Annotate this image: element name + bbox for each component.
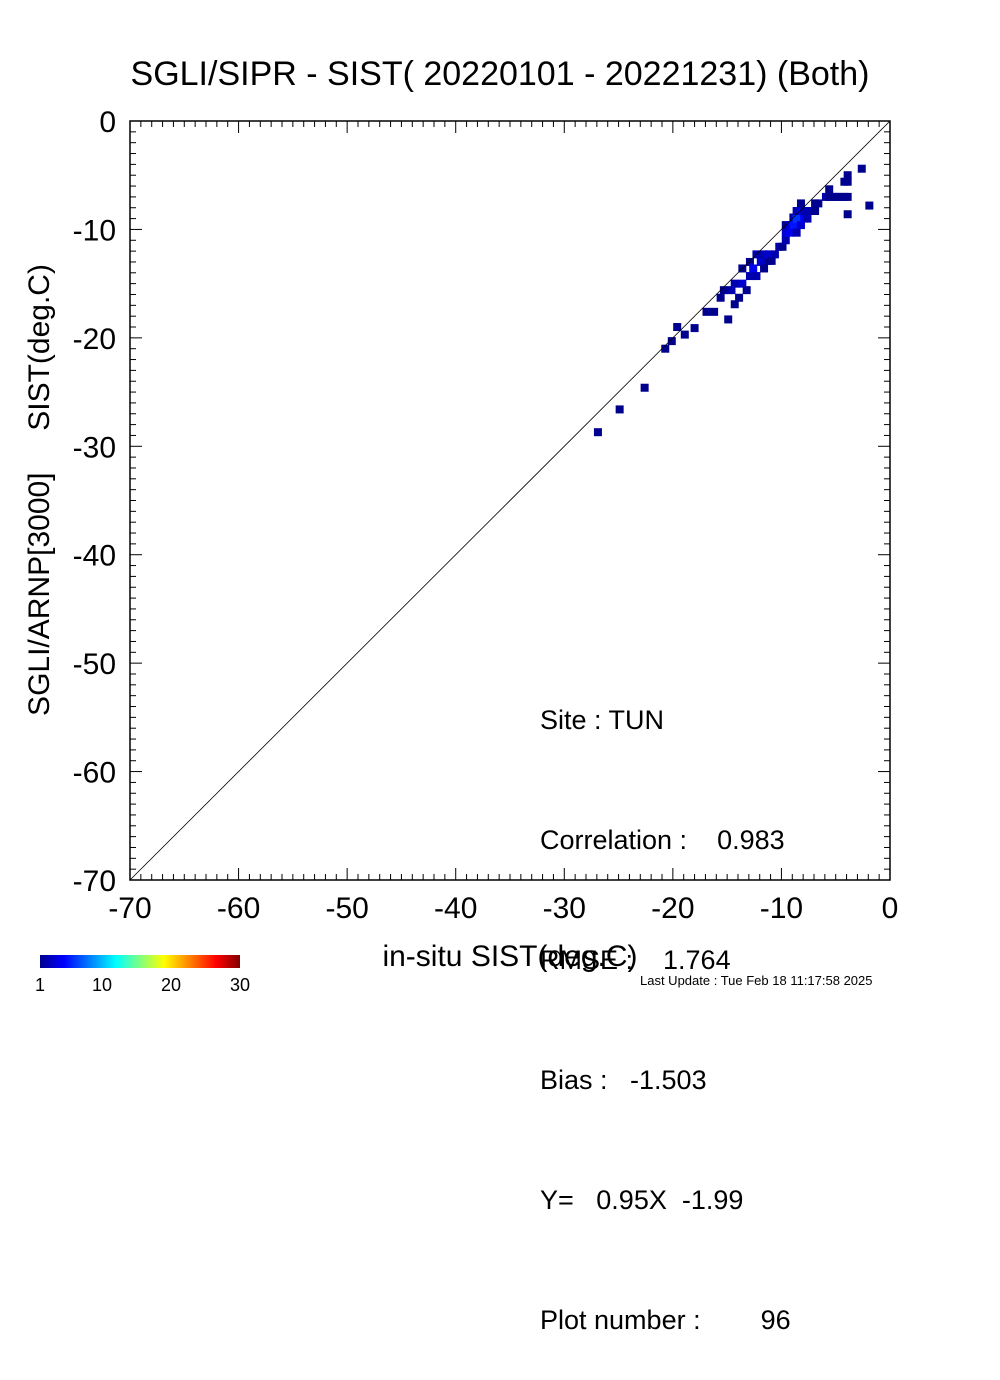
y-tick-label: -30 <box>73 431 116 464</box>
x-tick-label: -50 <box>325 892 368 925</box>
data-point <box>680 330 689 339</box>
data-point <box>730 300 739 309</box>
data-point <box>843 171 852 180</box>
data-point <box>843 177 852 186</box>
data-point <box>730 279 739 288</box>
y-tick-label: -60 <box>73 757 116 790</box>
stat-correlation: Correlation : 0.983 <box>540 825 785 855</box>
data-point <box>825 185 834 194</box>
x-axis-label: in-situ SIST(deg.C) <box>382 940 638 973</box>
data-point <box>752 272 761 281</box>
data-point <box>796 221 805 230</box>
data-point <box>719 286 728 295</box>
stat-bias: Bias : -1.503 <box>540 1065 707 1095</box>
x-tick-label: -40 <box>434 892 477 925</box>
stats-panel: Site : TUN Correlation : 0.983 RMSE : 1.… <box>540 620 791 1380</box>
data-point <box>760 264 769 273</box>
colorbar-tick-label: 1 <box>34 975 46 995</box>
data-point <box>843 210 852 219</box>
data-point <box>667 337 676 346</box>
stat-site: Site : TUN <box>540 705 665 735</box>
last-update-text: Last Update : Tue Feb 18 11:17:58 2025 <box>640 973 873 988</box>
x-tick-label: -60 <box>217 892 260 925</box>
y-tick-label: -50 <box>73 648 116 681</box>
stat-fit: Y= 0.95X -1.99 <box>540 1185 744 1215</box>
data-point <box>738 279 747 288</box>
data-point <box>803 214 812 223</box>
stat-plot-number: Plot number : 96 <box>540 1305 791 1335</box>
data-point <box>778 242 787 251</box>
data-point <box>724 315 733 324</box>
data-point <box>796 199 805 208</box>
data-point <box>792 228 801 237</box>
data-point <box>716 293 725 302</box>
stat-rmse: RMSE : 1.764 <box>540 945 731 975</box>
data-point <box>781 228 790 237</box>
y-axis-label-line2: SIST(deg.C) <box>23 264 56 431</box>
data-point <box>756 257 765 266</box>
data-point <box>702 307 711 316</box>
colorbar <box>40 955 240 968</box>
data-point <box>865 201 874 210</box>
data-point <box>786 228 795 237</box>
y-tick-label: -20 <box>73 323 116 356</box>
data-point <box>760 250 769 259</box>
data-point <box>857 164 866 173</box>
colorbar-tick-label: 10 <box>91 975 113 995</box>
one-to-one-line <box>129 120 891 881</box>
scatter-plot: -70 -60 -50 -40 -30 -20 -10 0 0 -10 -20 -30 -40 -50 -6… <box>73 106 899 925</box>
y-tick-label: -40 <box>73 540 116 573</box>
data-point <box>764 250 773 259</box>
y-tick-label: -10 <box>73 214 116 247</box>
data-point <box>792 214 801 223</box>
data-point <box>789 221 798 230</box>
data-point <box>745 272 754 281</box>
data-point <box>615 405 624 414</box>
x-tick-label: -20 <box>651 892 694 925</box>
data-point <box>767 256 776 265</box>
data-point <box>825 192 834 201</box>
data-point <box>593 428 602 437</box>
data-point <box>770 250 779 259</box>
data-point <box>745 257 754 266</box>
y-tick-label: -70 <box>73 865 116 898</box>
x-tick-label: -70 <box>108 892 151 925</box>
x-tick-label: 0 <box>882 892 899 925</box>
data-point <box>735 293 744 302</box>
data-point <box>792 206 801 215</box>
data-point <box>811 206 820 215</box>
colorbar-tick-label: 20 <box>160 975 182 995</box>
x-tick-label: -10 <box>760 892 803 925</box>
y-axis-label-line1: SGLI/ARNP[3000] <box>23 472 56 716</box>
data-point <box>673 323 682 332</box>
y-axis-label: SGLI/ARNP[3000] SIST(deg.C) <box>23 264 57 716</box>
data-point <box>800 206 809 215</box>
colorbar-tick-label: 30 <box>229 975 251 995</box>
data-point <box>640 383 649 392</box>
x-tick-label: -30 <box>543 892 586 925</box>
data-point <box>710 307 719 316</box>
data-point <box>781 236 790 245</box>
y-tick-label: 0 <box>99 106 116 139</box>
data-point <box>814 199 823 208</box>
data-point <box>843 192 852 201</box>
chart-title: SGLI/SIPR - SIST( 20220101 - 20221231) (… <box>130 55 870 93</box>
data-point <box>836 192 845 201</box>
data-point <box>749 264 758 273</box>
data-point <box>742 286 751 295</box>
data-point <box>661 344 670 353</box>
data-point <box>690 324 699 333</box>
data-point <box>727 286 736 295</box>
